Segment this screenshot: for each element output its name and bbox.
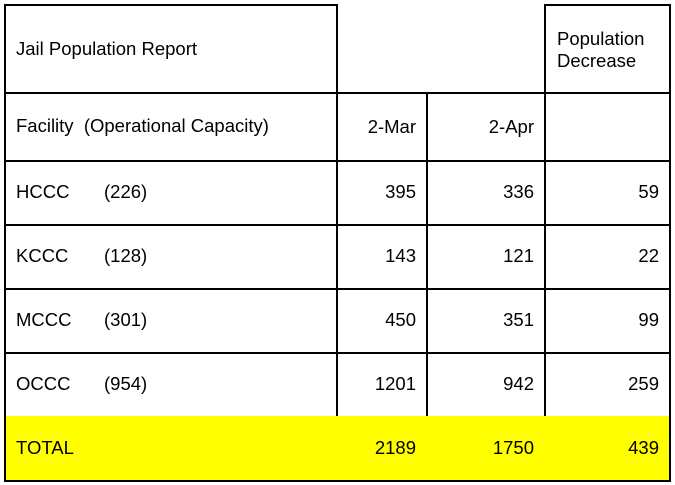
mar-value: 143 [385,245,416,266]
mar-value-cell: 395 [336,160,428,226]
mar-value-cell: 1201 [336,352,428,418]
facility-name: HCCC [16,181,70,202]
apr-value: 942 [503,373,534,394]
mar-header: 2-Mar [367,116,416,137]
report-title-cell: Jail Population Report [4,4,338,94]
apr-value: 351 [503,309,534,330]
apr-value-cell: 942 [426,352,546,418]
total-decrease-cell: 439 [544,416,671,482]
facility-header-cell: Facility (Operational Capacity) [4,92,338,162]
decrease-header-blank-cell [544,92,671,162]
apr-header: 2-Apr [488,116,534,137]
facility-name: OCCC [16,373,71,394]
facility-cell: KCCC (128) [4,224,338,290]
apr-header-cell: 2-Apr [426,92,546,162]
population-decrease-header-cell: Population Decrease [544,4,671,94]
decrease-value-cell: 22 [544,224,671,290]
facility-capacity: (954) [104,373,148,394]
mar-value: 395 [385,181,416,202]
facility-cell: HCCC (226) [4,160,338,226]
mar-value: 1201 [374,373,416,394]
facility-capacity: (301) [104,309,148,330]
facility-cell: MCCC (301) [4,288,338,354]
empty-header-cell [338,4,544,94]
mar-value-cell: 450 [336,288,428,354]
mar-value-cell: 143 [336,224,428,290]
apr-value: 121 [503,245,534,266]
mar-header-cell: 2-Mar [336,92,428,162]
population-decrease-header: Population Decrease [557,28,645,71]
facility-name: KCCC [16,245,69,266]
total-mar: 2189 [374,437,416,458]
facility-cell: OCCC (954) [4,352,338,418]
facility-header: Facility (Operational Capacity) [16,115,269,136]
decrease-value-cell: 59 [544,160,671,226]
apr-value-cell: 336 [426,160,546,226]
facility-capacity: (128) [104,245,148,266]
apr-value: 336 [503,181,534,202]
jail-population-table: Jail Population Report Population Decrea… [4,4,671,482]
total-apr: 1750 [492,437,534,458]
decrease-value: 22 [638,245,659,266]
decrease-value: 99 [638,309,659,330]
facility-capacity: (226) [104,181,148,202]
total-apr-cell: 1750 [426,416,546,482]
decrease-value-cell: 99 [544,288,671,354]
decrease-value: 259 [628,373,659,394]
apr-value-cell: 121 [426,224,546,290]
apr-value-cell: 351 [426,288,546,354]
total-label: TOTAL [16,437,74,458]
decrease-value: 59 [638,181,659,202]
report-title: Jail Population Report [16,38,197,59]
total-mar-cell: 2189 [336,416,428,482]
mar-value: 450 [385,309,416,330]
total-decrease: 439 [628,437,659,458]
facility-name: MCCC [16,309,72,330]
decrease-value-cell: 259 [544,352,671,418]
total-label-cell: TOTAL [4,416,338,482]
